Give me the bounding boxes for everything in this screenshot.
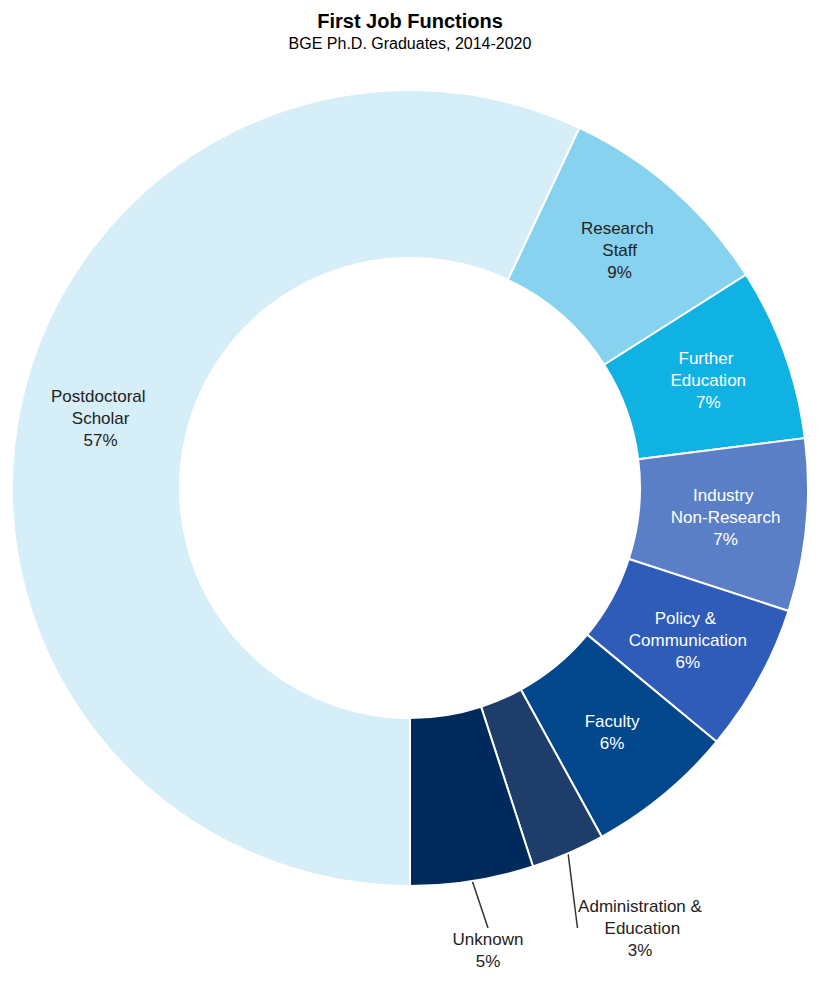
svg-text:BGE Ph.D. Graduates, 2014-2020: BGE Ph.D. Graduates, 2014-2020 [289,35,532,52]
svg-text:Faculty: Faculty [585,712,640,731]
svg-text:5%: 5% [476,952,501,971]
svg-text:6%: 6% [600,734,625,753]
svg-text:6%: 6% [676,653,701,672]
svg-text:9%: 9% [607,263,632,282]
svg-text:Communication: Communication [629,631,747,650]
svg-text:Education: Education [670,371,746,390]
svg-text:Administration &: Administration & [578,897,702,916]
svg-text:57%: 57% [84,431,118,450]
svg-text:Non-Research: Non-Research [671,508,781,527]
svg-text:Scholar: Scholar [72,409,130,428]
svg-text:Postdoctoral: Postdoctoral [51,387,150,406]
svg-text:Further: Further [678,349,738,368]
svg-text:7%: 7% [696,393,721,412]
svg-text:First Job Functions: First Job Functions [317,10,503,32]
svg-text:Education: Education [600,919,680,938]
svg-text:Unknown: Unknown [453,930,524,949]
svg-text:Industry: Industry [693,486,758,505]
svg-text:Policy &: Policy & [655,609,721,628]
svg-text:Staff: Staff [602,241,637,260]
svg-text:7%: 7% [713,530,738,549]
svg-text:Research: Research [581,219,658,238]
svg-text:3%: 3% [628,941,653,960]
